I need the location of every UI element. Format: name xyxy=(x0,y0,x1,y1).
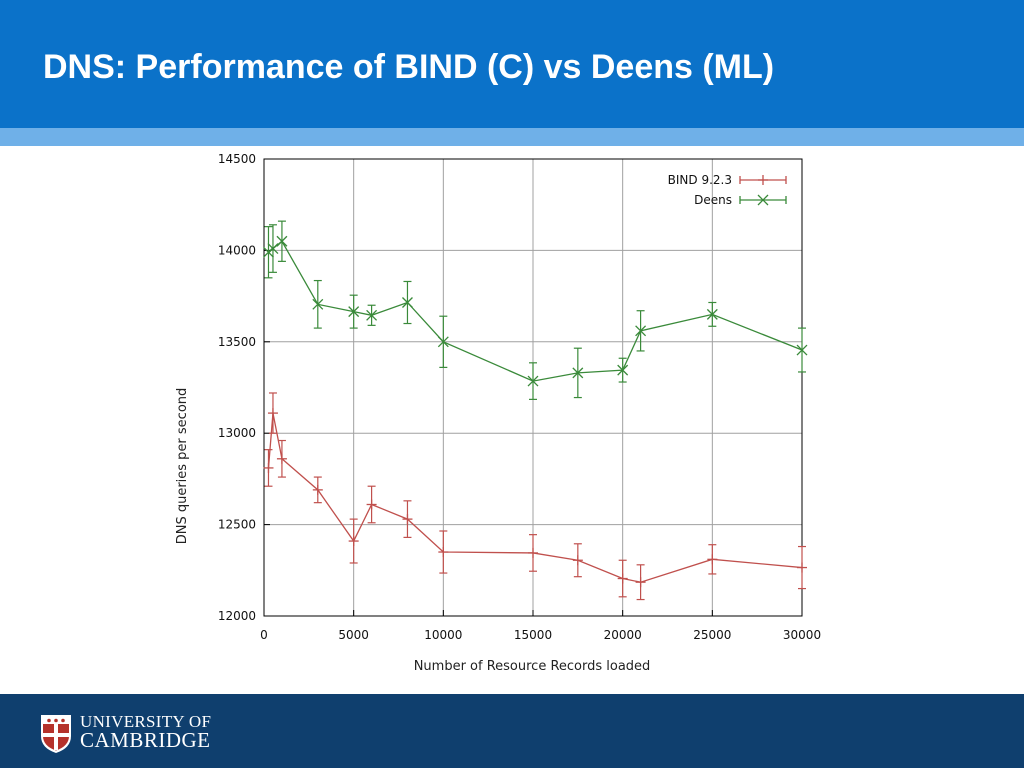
cross-marker-b xyxy=(276,235,288,247)
title-bar xyxy=(0,0,1024,128)
data-point xyxy=(402,297,413,308)
wordmark-line-1: UNIVERSITY OF xyxy=(80,712,212,731)
legend-label-bind-9-2-3: BIND 9.2.3 xyxy=(668,173,732,187)
cross-marker-b xyxy=(706,308,718,320)
x-tick-label: 5000 xyxy=(338,628,369,642)
data-point xyxy=(617,573,628,584)
series-line-bind-9-2-3 xyxy=(267,412,803,583)
data-point xyxy=(796,344,808,356)
data-point xyxy=(572,555,583,566)
cross-marker-b xyxy=(796,344,808,356)
data-point xyxy=(366,309,378,321)
data-point xyxy=(437,336,449,348)
cross-marker-b xyxy=(402,297,413,308)
legend: BIND 9.2.3 Deens xyxy=(668,173,787,207)
x-tick-label: 20000 xyxy=(604,628,642,642)
legend-marker-deens xyxy=(757,194,769,206)
y-tick-label: 12000 xyxy=(218,609,256,623)
performance-chart: 0 5000 10000 15000 20000 25000 30000 12000 12500… xyxy=(175,152,821,674)
legend-marker-bind-9-2-3 xyxy=(758,175,768,185)
y-tick-label: 12500 xyxy=(218,518,256,532)
axes-layer: 0 5000 10000 15000 20000 25000 30000 12000 12500… xyxy=(218,152,821,642)
data-point xyxy=(276,235,288,247)
x-axis-label: Number of Resource Records loaded xyxy=(414,659,651,674)
series-line-deens xyxy=(268,240,803,382)
data-point xyxy=(267,408,278,419)
cross-marker-b xyxy=(635,325,647,337)
cross-marker-b xyxy=(267,243,279,255)
data-point xyxy=(366,499,377,510)
x-tick-label: 10000 xyxy=(424,628,462,642)
cross-marker-b xyxy=(348,306,360,318)
cross-marker-b xyxy=(437,336,449,348)
series-layer xyxy=(263,220,808,601)
data-point xyxy=(635,577,646,588)
y-tick-label: 13000 xyxy=(218,426,256,440)
cross-marker-b xyxy=(527,375,539,387)
x-tick-label: 30000 xyxy=(783,628,821,642)
y-axis-label: DNS queries per second xyxy=(175,388,190,545)
cross-marker-b xyxy=(366,309,378,321)
data-point xyxy=(312,484,323,495)
university-crest-icon xyxy=(41,715,71,753)
x-tick-label: 25000 xyxy=(693,628,731,642)
cross-marker-b xyxy=(572,367,584,379)
y-tick-label: 14000 xyxy=(218,243,256,257)
data-point xyxy=(528,547,538,558)
y-tick-label: 13500 xyxy=(218,335,256,349)
wordmark-line-2: CAMBRIDGE xyxy=(80,728,211,752)
data-point xyxy=(267,243,279,255)
title-stripe xyxy=(0,128,1024,146)
data-point xyxy=(572,367,584,379)
data-point xyxy=(707,554,718,565)
data-point xyxy=(527,375,539,387)
data-point xyxy=(438,547,449,558)
data-point xyxy=(797,562,807,573)
footer-bar xyxy=(0,694,1024,768)
data-point xyxy=(402,514,413,525)
data-point xyxy=(706,308,718,320)
y-tick-label: 14500 xyxy=(218,152,256,166)
data-point xyxy=(312,298,324,310)
cross-marker-b xyxy=(617,364,629,376)
data-point xyxy=(263,462,274,473)
slide-title: DNS: Performance of BIND (C) vs Deens (M… xyxy=(43,48,775,86)
data-point xyxy=(617,364,629,376)
data-point xyxy=(276,453,287,464)
series-deens xyxy=(263,220,808,400)
plot-frame xyxy=(263,158,803,617)
legend-label-deens: Deens xyxy=(694,193,732,207)
data-point xyxy=(635,325,647,337)
x-tick-label: 0 xyxy=(260,628,268,642)
series-bind-9-2-3 xyxy=(263,392,807,601)
data-point xyxy=(348,306,360,318)
cross-marker-b xyxy=(312,298,324,310)
x-tick-label: 15000 xyxy=(514,628,552,642)
cross-marker-b xyxy=(757,194,769,206)
university-wordmark: UNIVERSITY OF CAMBRIDGE xyxy=(80,712,212,752)
data-point xyxy=(348,536,359,547)
